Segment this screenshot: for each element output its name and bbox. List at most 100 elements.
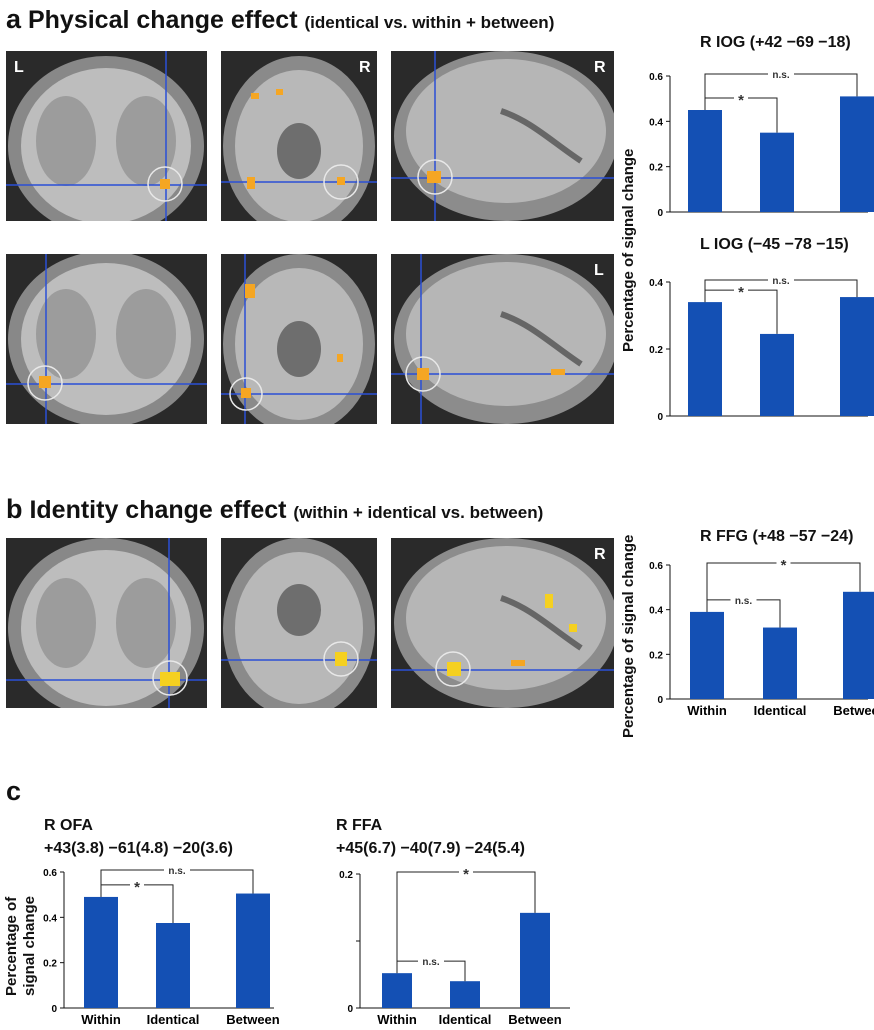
significance-label: * [738, 92, 744, 109]
y-axis-label: Percentage of signal change [620, 148, 637, 352]
bar-chart-r-ofa: 0 0.2 0.4 0.6 Within Identical Between * n.s. [43, 864, 280, 1027]
bar-chart-r-ffa: 0 0.2 Within Identical Between n.s. * [339, 866, 570, 1027]
bar-identical [763, 627, 797, 699]
y-tick-label: 0.6 [649, 72, 663, 83]
bar-identical [760, 132, 794, 212]
significance-label: n.s. [735, 596, 752, 607]
chart-subtitle: +45(6.7) −40(7.9) −24(5.4) [336, 840, 526, 857]
brain-image-axial-a1: R [221, 51, 377, 221]
y-tick-label: 0.4 [649, 117, 663, 128]
bar-between [843, 591, 874, 699]
bracket-label-bg [734, 284, 748, 297]
panel-c-letter: c [6, 776, 22, 806]
x-tick-label: Identical [754, 703, 807, 718]
y-axis-label-line1: Percentage of [3, 896, 20, 996]
y-tick-label: 0 [657, 208, 663, 219]
panel-a-subtitle: (identical vs. within + between) [304, 13, 555, 32]
brain-image-axial-a2 [221, 254, 377, 424]
y-tick-label: 0.2 [43, 959, 57, 970]
y-tick-label: 0.4 [649, 278, 663, 289]
panel-b-heading: b Identity change effect (within + ident… [6, 494, 543, 525]
brain-scan-graphic [221, 56, 377, 221]
bracket-label-bg [459, 866, 473, 878]
bar-between [236, 893, 270, 1008]
x-tick-label: Identical [439, 1012, 492, 1027]
x-tick-label: Within [377, 1012, 417, 1027]
significance-label: n.s. [772, 276, 789, 287]
brain-image-sagittal-b: R [391, 538, 614, 708]
brain-scan-graphic [6, 254, 207, 424]
significance-label: n.s. [422, 957, 439, 968]
x-tick-label: Within [81, 1012, 121, 1027]
bracket-label-bg [418, 955, 444, 968]
bar-within [688, 302, 722, 416]
panel-a-heading: a Physical change effect (identical vs. … [6, 4, 554, 35]
bracket-label-bg [730, 593, 757, 606]
significance-label: * [134, 879, 140, 896]
bracket-label-bg [734, 92, 748, 104]
chart-title: R IOG (+42 −69 −18) [700, 34, 851, 51]
chart-subtitle: +43(3.8) −61(4.8) −20(3.6) [44, 840, 234, 857]
brain-image-sagittal-a1: R [391, 51, 614, 221]
brain-scan-graphic [391, 538, 614, 708]
brain-scan-graphic [221, 254, 377, 424]
chart-title: R FFA [336, 817, 383, 834]
bar-identical [156, 923, 190, 1008]
bar-within [688, 110, 722, 212]
chart-title: R OFA [44, 817, 93, 834]
panel-b-title: Identity change effect [29, 496, 287, 524]
brain-image-coronal-a1: L [6, 51, 207, 221]
bracket-label-bg [130, 878, 144, 891]
bar-identical [450, 981, 480, 1008]
brain-scan-graphic [6, 538, 207, 708]
significance-label: * [463, 866, 469, 883]
y-tick-label: 0.4 [649, 606, 663, 617]
y-tick-label: 0 [657, 695, 663, 706]
significance-label: * [738, 284, 744, 301]
chart-title: L IOG (−45 −78 −15) [700, 236, 849, 253]
panel-a-letter: a [6, 4, 22, 34]
bar-between [840, 297, 874, 416]
y-axis-label: Percentage of signal change [620, 534, 637, 738]
bar-between [520, 912, 550, 1008]
orientation-label: R [359, 59, 371, 76]
bar-chart-r-ffg: 0 0.2 0.4 0.6 Within Identical Between n.s. * [649, 557, 874, 718]
panel-b-letter: b [6, 494, 23, 524]
significance-label: * [781, 557, 787, 574]
bracket-label-bg [776, 557, 791, 569]
bar-within [84, 896, 118, 1008]
y-tick-label: 0.2 [649, 345, 663, 356]
brain-scan-graphic [6, 51, 207, 221]
significance-label: n.s. [772, 70, 789, 81]
significance-label: n.s. [168, 866, 185, 877]
brain-scan-graphic [221, 538, 377, 708]
y-tick-label: 0.2 [649, 650, 663, 661]
y-tick-label: 0.6 [43, 868, 57, 879]
bracket-label-bg [768, 68, 794, 80]
x-tick-label: Identical [147, 1012, 200, 1027]
brain-image-coronal-a2 [6, 254, 207, 424]
y-tick-label: 0 [51, 1004, 57, 1015]
y-axis-label-line2: signal change [21, 895, 38, 996]
brain-image-coronal-b [6, 538, 207, 708]
y-tick-label: 0.4 [43, 913, 57, 924]
chart-title: R FFG (+48 −57 −24) [700, 528, 854, 545]
orientation-label: R [594, 546, 606, 563]
panel-a-title: Physical change effect [27, 6, 298, 34]
brain-image-axial-b [221, 538, 377, 708]
bar-within [382, 973, 412, 1008]
x-tick-label: Between [226, 1012, 280, 1027]
y-tick-label: 0.6 [649, 561, 663, 572]
bar-chart-r-iog: 0 0.2 0.4 0.6 * n.s. [649, 68, 874, 219]
x-tick-label: Between [508, 1012, 562, 1027]
panel-b-subtitle: (within + identical vs. between) [293, 503, 544, 522]
orientation-label: L [14, 59, 24, 76]
y-tick-label: 0 [657, 412, 663, 423]
brain-scan-graphic [391, 51, 614, 221]
bar-between [840, 96, 874, 212]
orientation-label: R [594, 59, 606, 76]
y-tick-label: 0 [347, 1004, 353, 1015]
significance-bracket [396, 871, 536, 974]
bar-chart-l-iog: 0 0.2 0.4 * n.s. [649, 274, 874, 423]
bracket-label-bg [768, 274, 794, 286]
